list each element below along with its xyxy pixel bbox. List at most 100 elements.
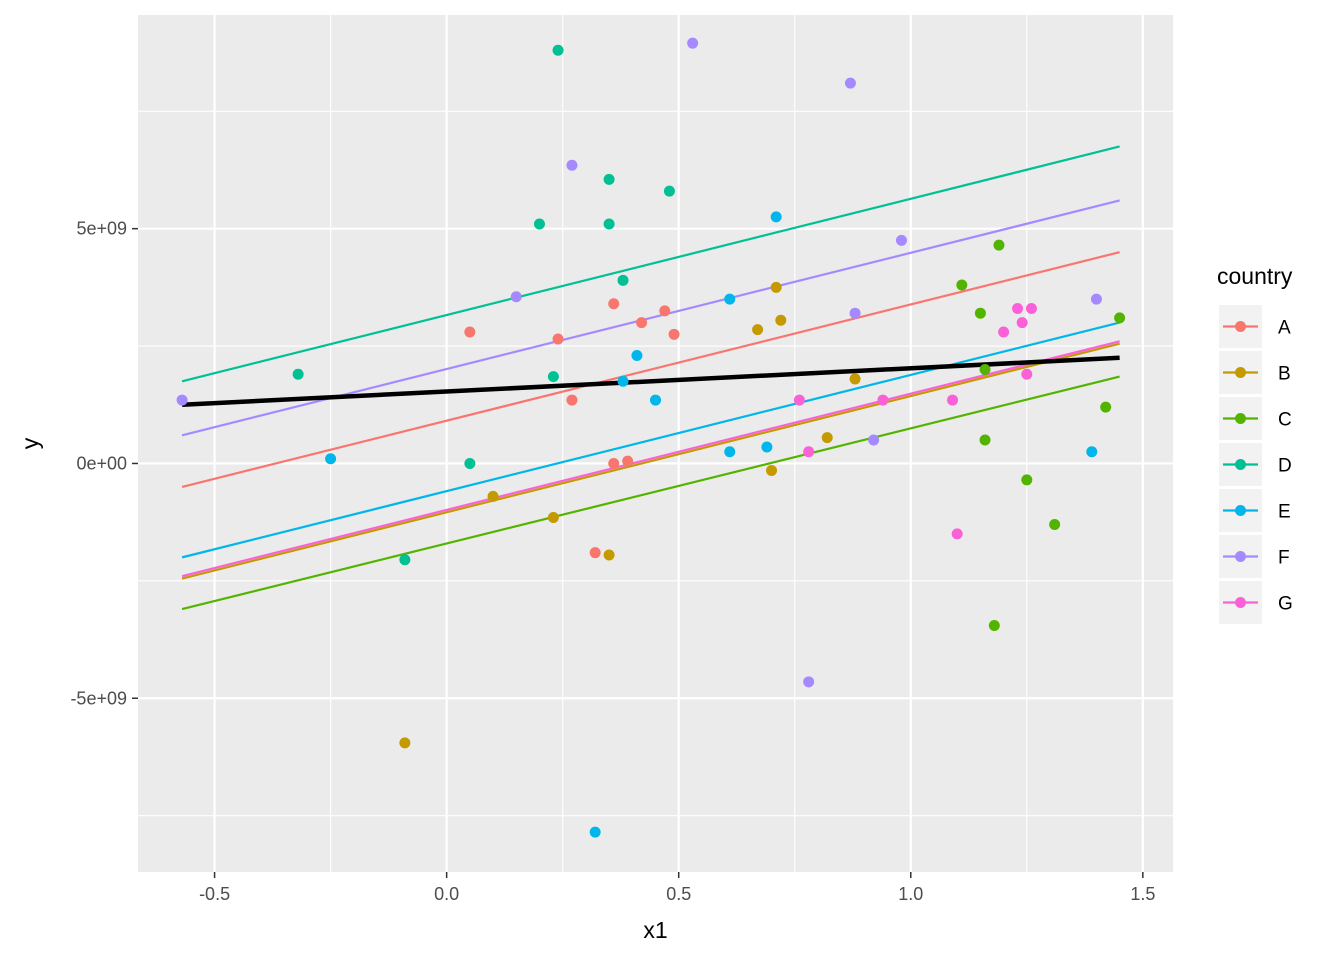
data-point-F bbox=[510, 291, 522, 303]
data-point-D bbox=[552, 44, 564, 56]
data-point-G bbox=[803, 446, 815, 458]
data-point-A bbox=[552, 333, 564, 345]
fit-line-A bbox=[181, 251, 1120, 489]
legend-label-B: B bbox=[1278, 364, 1291, 385]
data-point-F bbox=[687, 37, 699, 49]
data-point-G bbox=[951, 528, 963, 540]
data-point-D bbox=[603, 173, 615, 185]
data-point-E bbox=[1086, 446, 1098, 458]
data-point-G bbox=[1025, 302, 1037, 314]
y-axis: -5e+09 0e+00 5e+09 bbox=[70, 219, 138, 708]
data-point-G bbox=[1016, 317, 1028, 329]
data-point-E bbox=[631, 349, 643, 361]
x-axis-title: x1 bbox=[643, 917, 667, 943]
data-point-F bbox=[566, 159, 578, 171]
data-point-E bbox=[325, 453, 337, 465]
overall-fit-line bbox=[181, 355, 1120, 408]
data-point-B bbox=[399, 737, 411, 749]
data-point-A bbox=[636, 317, 648, 329]
overall-fit bbox=[181, 355, 1120, 408]
data-point-A bbox=[668, 328, 680, 340]
y-tick-label: -5e+09 bbox=[70, 688, 127, 708]
data-point-A bbox=[566, 394, 578, 406]
data-point-E bbox=[724, 293, 736, 305]
data-point-C bbox=[988, 619, 1000, 631]
data-point-F bbox=[803, 676, 815, 688]
x-tick-label: 0.0 bbox=[434, 884, 459, 904]
data-point-C bbox=[1049, 519, 1061, 531]
data-point-E bbox=[761, 441, 773, 453]
legend-label-C: C bbox=[1278, 410, 1292, 431]
data-point-C bbox=[1114, 312, 1126, 324]
data-point-D bbox=[547, 371, 559, 383]
data-point-C bbox=[956, 279, 968, 291]
data-point-A bbox=[464, 326, 476, 338]
legend-key-point bbox=[1235, 597, 1246, 608]
fit-line-C bbox=[181, 375, 1120, 611]
x-tick-label: 1.0 bbox=[898, 884, 923, 904]
data-point-C bbox=[974, 307, 986, 319]
x-tick-label: 1.5 bbox=[1130, 884, 1155, 904]
y-tick-label: 5e+09 bbox=[76, 219, 127, 239]
data-point-B bbox=[603, 549, 615, 561]
legend-key-point bbox=[1235, 505, 1246, 516]
data-point-D bbox=[533, 218, 545, 230]
data-point-D bbox=[603, 218, 615, 230]
legend-label-F: F bbox=[1278, 548, 1290, 569]
data-point-B bbox=[547, 511, 559, 523]
data-point-F bbox=[176, 394, 188, 406]
data-point-E bbox=[724, 446, 736, 458]
data-point-E bbox=[770, 211, 782, 223]
legend-label-D: D bbox=[1278, 456, 1292, 477]
plot-panel bbox=[138, 15, 1173, 872]
data-point-G bbox=[1021, 368, 1033, 380]
data-point-A bbox=[589, 547, 601, 559]
data-point-F bbox=[1090, 293, 1102, 305]
data-point-D bbox=[617, 274, 629, 286]
data-point-C bbox=[979, 434, 991, 446]
data-point-B bbox=[849, 373, 861, 385]
data-point-C bbox=[979, 364, 991, 376]
legend-key-point bbox=[1235, 321, 1246, 332]
legend-items: A B C D E F G bbox=[1219, 305, 1293, 624]
data-point-B bbox=[775, 314, 787, 326]
data-point-D bbox=[292, 368, 304, 380]
data-point-F bbox=[849, 307, 861, 319]
legend-key-point bbox=[1235, 413, 1246, 424]
data-point-C bbox=[1100, 401, 1112, 413]
data-point-B bbox=[770, 281, 782, 293]
fit-line-G bbox=[181, 340, 1120, 578]
grid-minor bbox=[138, 15, 1173, 872]
legend-key-point bbox=[1235, 551, 1246, 562]
data-point-D bbox=[399, 554, 411, 566]
data-point-D bbox=[663, 185, 675, 197]
data-point-G bbox=[998, 326, 1010, 338]
legend-label-A: A bbox=[1278, 318, 1291, 339]
data-point-F bbox=[868, 434, 880, 446]
grid-major bbox=[138, 15, 1173, 872]
data-point-A bbox=[622, 455, 634, 467]
x-axis: -0.5 0.0 0.5 1.0 1.5 bbox=[199, 872, 1155, 904]
data-point-B bbox=[487, 490, 499, 502]
data-point-A bbox=[608, 298, 620, 310]
y-tick-label: 0e+00 bbox=[76, 453, 127, 473]
data-point-G bbox=[793, 394, 805, 406]
legend-label-G: G bbox=[1278, 594, 1293, 615]
data-point-G bbox=[947, 394, 959, 406]
legend-label-E: E bbox=[1278, 502, 1291, 523]
data-point-F bbox=[844, 77, 856, 89]
data-point-C bbox=[1021, 474, 1033, 486]
scatter-points bbox=[176, 37, 1126, 838]
fit-line-B bbox=[181, 342, 1120, 580]
data-point-A bbox=[608, 457, 620, 469]
data-point-F bbox=[895, 234, 907, 246]
legend-title: country bbox=[1217, 263, 1293, 289]
legend: country A B C D E F G bbox=[1217, 263, 1293, 624]
data-point-B bbox=[766, 465, 778, 477]
data-point-A bbox=[659, 305, 671, 317]
data-point-D bbox=[464, 457, 476, 469]
y-axis-title: y bbox=[17, 437, 43, 449]
x-tick-label: 0.5 bbox=[666, 884, 691, 904]
data-point-C bbox=[993, 239, 1005, 251]
